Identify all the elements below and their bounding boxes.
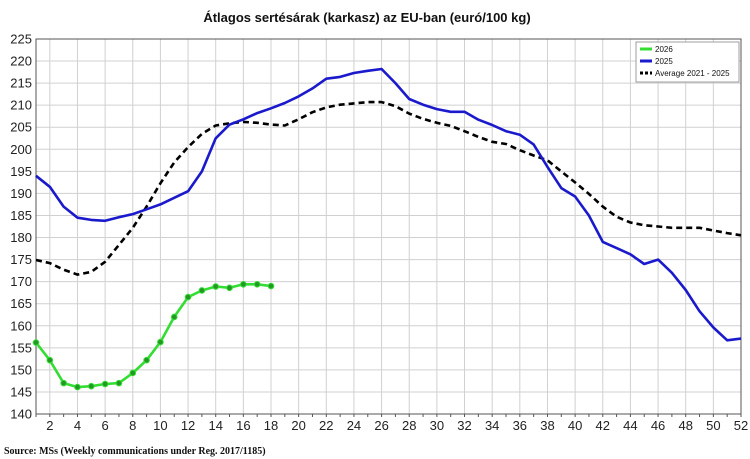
y-tick-label: 165 bbox=[10, 296, 32, 311]
y-tick-label: 220 bbox=[10, 54, 32, 69]
y-tick-label: 200 bbox=[10, 142, 32, 157]
x-tick-label: 6 bbox=[102, 418, 109, 433]
x-tick-label: 50 bbox=[706, 418, 720, 433]
x-tick-label: 38 bbox=[540, 418, 554, 433]
source-note: Source: MSs (Weekly communications under… bbox=[4, 446, 266, 457]
y-tick-label: 185 bbox=[10, 208, 32, 223]
series-point bbox=[46, 356, 54, 364]
series-point bbox=[170, 313, 178, 321]
y-tick-label: 145 bbox=[10, 384, 32, 399]
series-point bbox=[157, 338, 164, 346]
legend-label: Average 2021 - 2025 bbox=[655, 69, 730, 78]
x-tick-label: 52 bbox=[734, 418, 748, 433]
x-tick-label: 40 bbox=[568, 418, 582, 433]
x-tick-label: 32 bbox=[457, 418, 471, 433]
x-tick-label: 22 bbox=[319, 418, 333, 433]
y-tick-label: 150 bbox=[10, 362, 32, 377]
y-axis-ticks: 140 145 150 155 160 165 170 175 180 185 190 195 200 2… bbox=[10, 32, 32, 422]
series-point bbox=[212, 283, 220, 290]
series-point bbox=[60, 379, 67, 387]
x-tick-label: 8 bbox=[129, 418, 136, 433]
y-tick-label: 190 bbox=[10, 186, 32, 201]
gridlines bbox=[36, 38, 742, 415]
chart-title: Átlagos sertésárak (karkasz) az EU-ban (… bbox=[203, 10, 530, 25]
x-tick-label: 46 bbox=[651, 418, 665, 433]
x-tick-label: 42 bbox=[596, 418, 610, 433]
series-point bbox=[101, 380, 109, 388]
y-tick-label: 215 bbox=[10, 76, 32, 91]
x-tick-label: 48 bbox=[678, 418, 692, 433]
series-point bbox=[198, 287, 206, 294]
y-tick-label: 210 bbox=[10, 98, 32, 113]
legend: 2026 2025 Average 2021 - 2025 bbox=[635, 41, 740, 83]
legend-label: 2026 bbox=[655, 45, 673, 54]
x-tick-label: 14 bbox=[208, 418, 222, 433]
x-tick-label: 20 bbox=[291, 418, 305, 433]
plot-frame bbox=[35, 38, 742, 415]
series-point bbox=[115, 379, 123, 387]
y-tick-label: 195 bbox=[10, 164, 32, 179]
x-tick-label: 4 bbox=[74, 418, 81, 433]
x-tick-label: 16 bbox=[236, 418, 250, 433]
x-axis-ticks: 2 4 6 8 10 12 14 16 18 20 22 24 26 28 30 32 34 36 38 40 42 44… bbox=[35, 414, 748, 433]
x-tick-label: 10 bbox=[153, 418, 167, 433]
series-point bbox=[226, 284, 233, 292]
legend-box bbox=[635, 41, 740, 83]
series-point bbox=[184, 293, 192, 301]
y-tick-label: 140 bbox=[10, 407, 32, 422]
series-line bbox=[35, 67, 742, 342]
x-tick-label: 28 bbox=[402, 418, 416, 433]
x-tick-label: 2 bbox=[46, 418, 53, 433]
series-point bbox=[74, 383, 81, 391]
series-point bbox=[87, 382, 95, 390]
x-tick-label: 30 bbox=[430, 418, 444, 433]
y-tick-label: 225 bbox=[10, 32, 32, 47]
y-tick-label: 170 bbox=[10, 274, 32, 289]
series-point bbox=[32, 339, 40, 346]
series-lines bbox=[32, 67, 742, 391]
y-tick-label: 205 bbox=[10, 120, 32, 135]
x-tick-label: 12 bbox=[181, 418, 195, 433]
x-tick-label: 26 bbox=[374, 418, 388, 433]
y-tick-label: 175 bbox=[10, 252, 32, 267]
series-point bbox=[240, 280, 247, 288]
series-point bbox=[267, 282, 275, 290]
x-tick-label: 44 bbox=[623, 418, 637, 433]
x-tick-label: 24 bbox=[347, 418, 361, 433]
series-line bbox=[34, 282, 272, 389]
series-point bbox=[129, 369, 137, 377]
y-tick-label: 155 bbox=[10, 340, 32, 355]
x-tick-label: 34 bbox=[485, 418, 499, 433]
x-tick-label: 18 bbox=[264, 418, 278, 433]
y-tick-label: 180 bbox=[10, 230, 32, 245]
y-tick-label: 160 bbox=[10, 318, 32, 333]
series-line bbox=[35, 100, 742, 276]
series-point bbox=[253, 280, 261, 288]
series-point bbox=[143, 356, 150, 364]
x-tick-label: 36 bbox=[513, 418, 527, 433]
legend-label: 2025 bbox=[655, 57, 673, 66]
